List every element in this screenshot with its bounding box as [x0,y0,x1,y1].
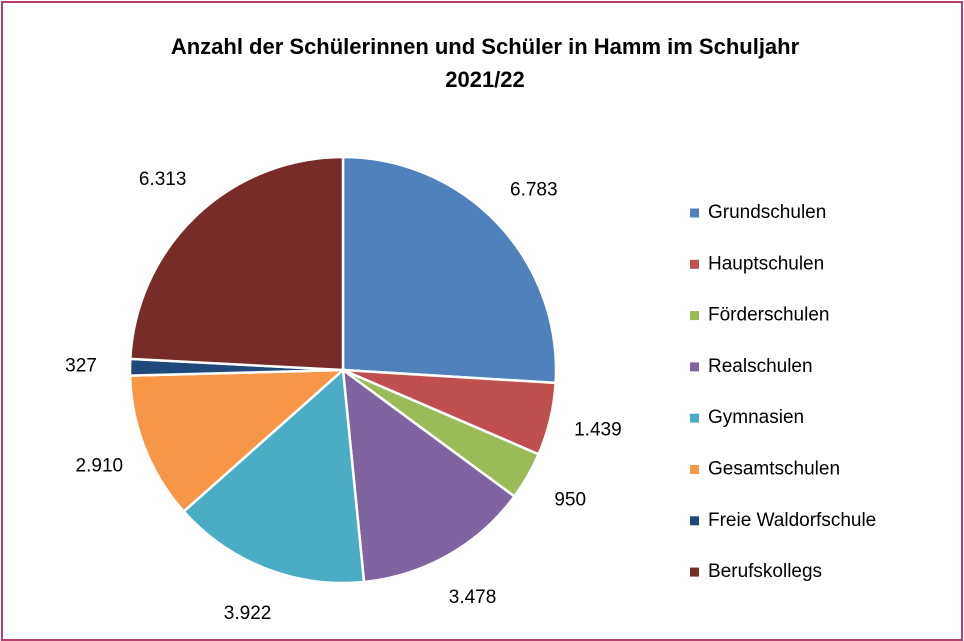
legend-marker [690,465,699,474]
data-label: 2.910 [76,455,124,476]
data-label: 6.783 [510,179,558,200]
legend-label: Hauptschulen [708,253,824,274]
legend-label: Förderschulen [708,305,829,326]
pie-slice [181,367,366,585]
data-label: 1.439 [574,420,622,441]
legend-marker [690,311,699,321]
legend-label: Gesamtschulen [708,459,840,480]
data-label: 6.313 [139,169,187,190]
legend-marker [690,516,699,526]
pie-slice [341,367,517,584]
legend-label: Grundschulen [708,202,826,223]
pie-slice [128,155,345,372]
legend-label: Berufskollegs [708,561,822,582]
legend-marker [690,259,699,269]
legend-marker [690,362,699,372]
chart-title: Anzahl der Schülerinnen und Schüler in H… [170,34,800,92]
legend-marker [690,567,699,577]
data-label: 3.922 [224,603,272,624]
data-label: 327 [65,356,97,377]
legend-marker [690,208,699,218]
legend-label: Realschulen [708,356,813,377]
data-label: 3.478 [449,587,497,608]
pie-slice [341,155,558,385]
pie-slice [128,368,347,514]
data-label: 950 [554,489,586,510]
legend-label: Freie Waldorfschule [708,510,876,531]
legend-marker [690,413,699,423]
legend-label: Gymnasien [708,407,804,428]
